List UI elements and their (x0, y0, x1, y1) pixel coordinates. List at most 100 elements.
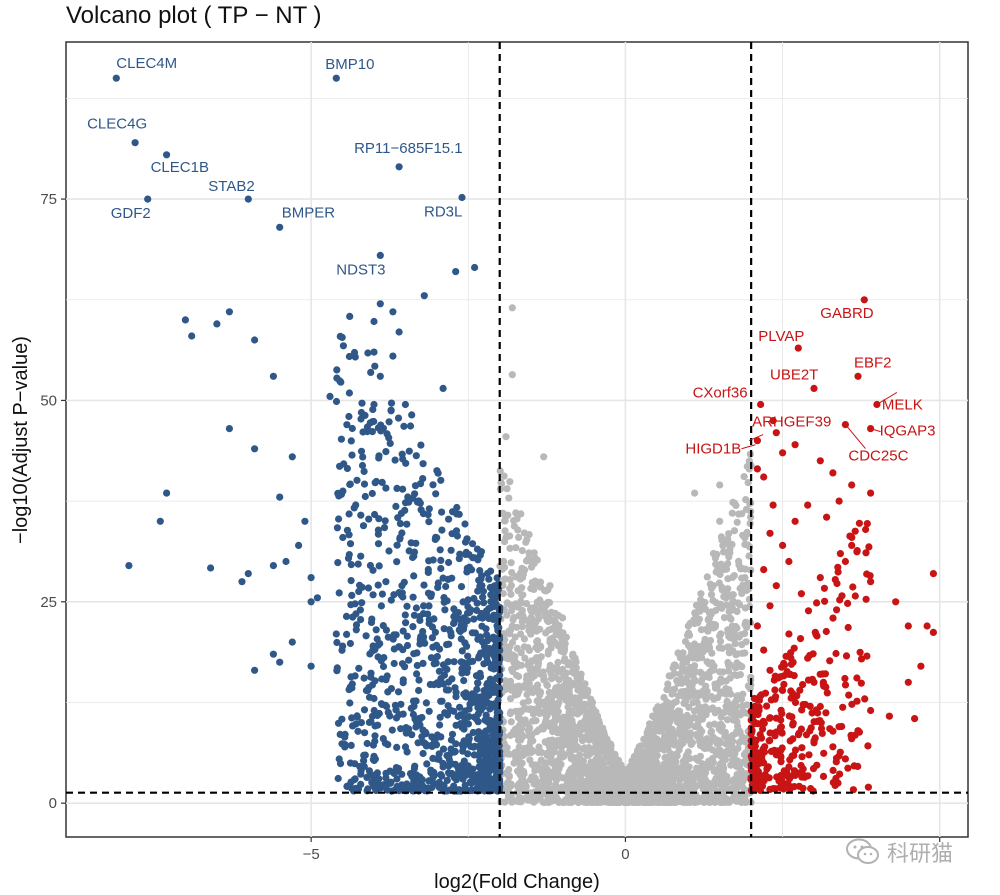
point-down (468, 540, 477, 548)
point-down (394, 414, 403, 422)
point-down (347, 601, 355, 609)
point-ns (666, 782, 674, 791)
point-down (370, 752, 378, 760)
point-down (366, 650, 374, 658)
point-down (479, 649, 487, 658)
point-ns (560, 785, 568, 793)
point-up (760, 566, 768, 574)
point-down (399, 627, 407, 635)
point-ns (682, 754, 691, 763)
point-up (813, 599, 821, 607)
point-up (763, 702, 771, 710)
point-ns (600, 770, 608, 778)
point-ns (660, 746, 668, 754)
point-down (343, 464, 351, 473)
point-ns (729, 716, 737, 724)
point-up (885, 712, 894, 720)
point-down (339, 533, 347, 542)
point-ns (532, 654, 541, 662)
point-down (437, 564, 445, 573)
point-ns (571, 735, 579, 744)
point-ns (741, 604, 750, 612)
point-ns (540, 453, 548, 461)
point-down (445, 558, 453, 567)
point-ns (621, 775, 629, 783)
point-down (482, 711, 490, 719)
point-ns (647, 779, 655, 788)
point-down (482, 693, 490, 701)
point-down (336, 462, 344, 470)
point-down (403, 520, 411, 528)
point-ns (530, 763, 539, 771)
point-up (753, 437, 762, 445)
point-down (483, 637, 491, 645)
point-down (470, 743, 478, 751)
point-down (332, 74, 340, 82)
point-down (487, 567, 495, 575)
point-ns (717, 713, 725, 721)
point-down (470, 751, 478, 759)
point-down (352, 621, 361, 629)
point-down (335, 515, 343, 523)
point-up (766, 529, 774, 537)
point-down (445, 769, 453, 777)
point-down (479, 703, 487, 711)
point-ns (705, 798, 713, 806)
point-down (251, 445, 259, 453)
point-ns (689, 699, 697, 707)
point-up (810, 718, 818, 726)
point-up (841, 557, 850, 566)
point-ns (529, 737, 537, 745)
point-ns (505, 784, 513, 792)
point-down (375, 562, 383, 570)
point-down (487, 719, 496, 727)
point-down (413, 661, 421, 670)
point-up (857, 679, 865, 687)
point-ns (672, 797, 680, 805)
point-down (459, 747, 467, 755)
point-down (402, 619, 410, 627)
point-ns (626, 766, 634, 774)
point-ns (690, 669, 698, 677)
point-down (479, 770, 487, 779)
point-down (490, 688, 498, 696)
point-ns (514, 767, 522, 775)
point-ns (539, 723, 547, 731)
point-down (370, 776, 379, 784)
point-ns (709, 758, 718, 767)
point-ns (567, 765, 575, 774)
point-up (807, 785, 815, 793)
point-down (413, 498, 422, 506)
point-ns (722, 740, 730, 748)
point-ns (599, 782, 607, 790)
point-down (452, 688, 460, 696)
point-ns (711, 777, 719, 785)
point-up (786, 785, 794, 793)
point-up (829, 778, 837, 787)
point-up (775, 777, 783, 785)
point-ns (520, 635, 529, 643)
point-ns (680, 687, 688, 696)
point-ns (701, 688, 710, 696)
point-ns (712, 796, 720, 804)
point-ns (728, 509, 736, 517)
point-up (923, 622, 931, 630)
point-down (376, 300, 384, 308)
point-down (368, 489, 376, 498)
point-down (433, 755, 441, 763)
point-ns (517, 630, 525, 638)
point-ns (660, 714, 668, 722)
point-ns (515, 612, 523, 620)
point-ns (644, 798, 652, 807)
point-ns (524, 644, 532, 652)
point-down (413, 775, 421, 783)
point-up (769, 417, 777, 425)
point-up (760, 473, 768, 481)
point-ns (747, 513, 755, 521)
point-down (457, 583, 466, 591)
point-down (425, 616, 433, 624)
point-down (346, 480, 354, 488)
point-up (841, 674, 849, 683)
point-ns (532, 666, 540, 674)
point-ns (561, 655, 569, 663)
